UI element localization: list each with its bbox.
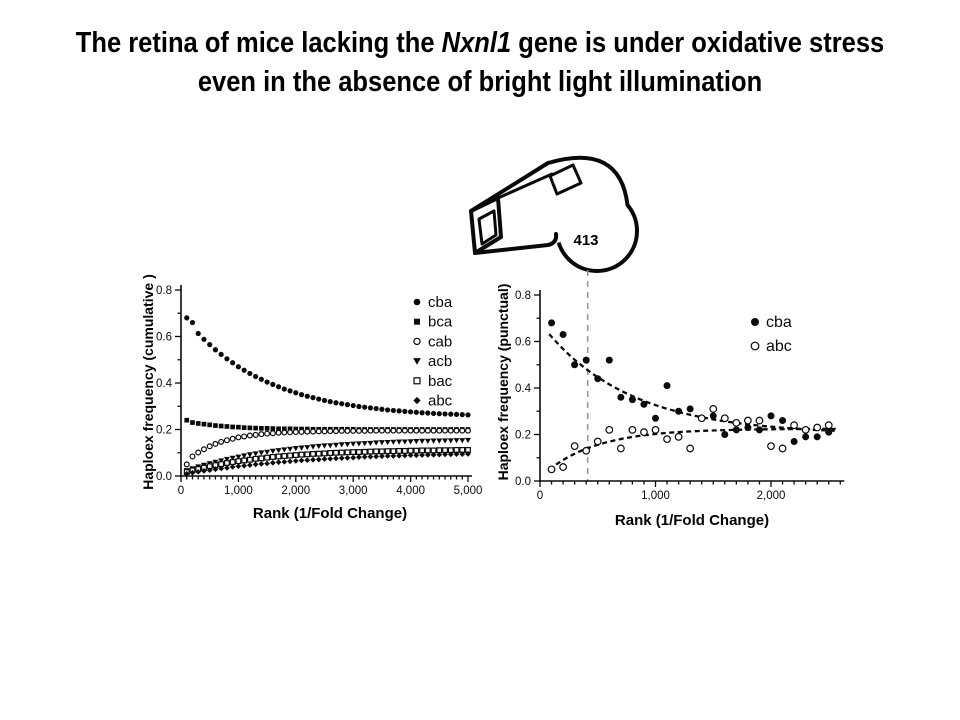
series-acb-points (183, 437, 471, 474)
ticks (534, 294, 841, 487)
right-chart-xlabel: Rank (1/Fold Change) (614, 512, 770, 529)
svg-text:abc: abc (428, 393, 453, 410)
whistle-icon: 413 (469, 155, 639, 273)
tick-labels: 0 1,000 2,000 0.0 0.2 0.4 0.6 0.8 (515, 290, 785, 502)
fit-curve-cba (548, 333, 836, 432)
svg-text:bca: bca (428, 314, 453, 331)
svg-text:1,000: 1,000 (224, 485, 253, 497)
svg-text:0: 0 (537, 490, 543, 502)
svg-text:bac: bac (428, 373, 453, 390)
svg-text:0.6: 0.6 (515, 337, 531, 349)
svg-text:0.4: 0.4 (515, 383, 532, 395)
svg-text:0.0: 0.0 (156, 471, 172, 483)
svg-text:4,000: 4,000 (396, 485, 425, 497)
svg-text:0.8: 0.8 (515, 290, 531, 302)
title-gene-name: Nxnl1 (441, 27, 512, 59)
svg-text:abc: abc (766, 338, 792, 355)
whistle-top-edge (546, 155, 630, 207)
svg-text:0.2: 0.2 (515, 430, 531, 442)
punctual-frequency-chart: 0 1,000 2,000 0.0 0.2 0.4 0.6 0.8 cba abc (515, 270, 845, 502)
series-cab-points (183, 427, 472, 468)
svg-text:0.2: 0.2 (156, 425, 172, 437)
legend-item-bac: bac (413, 373, 453, 390)
svg-text:0.8: 0.8 (156, 285, 172, 297)
series-abc-points (547, 405, 833, 474)
axes (539, 290, 845, 482)
svg-text:cba: cba (766, 314, 792, 331)
legend-item-acb: acb (413, 353, 452, 370)
legend-item-cba: cba (413, 294, 453, 311)
svg-text:0.4: 0.4 (156, 378, 173, 390)
svg-text:2,000: 2,000 (757, 490, 786, 502)
svg-text:0: 0 (178, 485, 184, 497)
tick-labels: 0 1,000 2,000 3,000 4,000 5,000 0.0 0.2 0.4 0.6 0.… (156, 285, 482, 497)
legend-item-cab: cab (413, 333, 452, 350)
legend: cba bca cab acb bac abc (413, 294, 453, 410)
whistle-mouthpiece (469, 196, 503, 255)
legend-item-abc: abc (413, 393, 453, 410)
whistle-body-fill (470, 157, 628, 248)
whistle-bottom-edge (473, 232, 559, 255)
whistle-slot (548, 163, 583, 196)
whistle-label: 413 (573, 232, 598, 249)
left-chart-ylabel: Haploex frequency (cumulative ) (140, 274, 156, 490)
svg-text:acb: acb (428, 353, 452, 370)
title-line-1: The retina of mice lacking the Nxnl1 gen… (58, 24, 903, 63)
svg-text:5,000: 5,000 (454, 485, 483, 497)
series-bac-points (183, 447, 471, 475)
svg-text:0.6: 0.6 (156, 332, 172, 344)
svg-text:1,000: 1,000 (641, 490, 670, 502)
ticks (175, 289, 469, 482)
slide-title: The retina of mice lacking the Nxnl1 gen… (58, 24, 903, 102)
title-text-post: gene is under oxidative stress (511, 27, 885, 59)
series-cba-points (184, 315, 471, 418)
legend-item-abc: abc (750, 338, 792, 355)
legend-item-cba: cba (751, 314, 792, 331)
axes (180, 285, 472, 477)
cumulative-frequency-chart: 0 1,000 2,000 3,000 4,000 5,000 0.0 0.2 0.4 0.6 0.… (156, 285, 482, 497)
legend-item-bca: bca (414, 314, 453, 331)
svg-text:3,000: 3,000 (339, 485, 368, 497)
svg-text:0.0: 0.0 (515, 476, 531, 488)
svg-text:2,000: 2,000 (281, 485, 310, 497)
whistle-front-edge (496, 172, 554, 200)
title-text-pre: The retina of mice lacking the (75, 27, 442, 59)
svg-text:cba: cba (428, 294, 453, 311)
legend: cba abc (750, 314, 792, 355)
whistle-mouthpiece-inner (477, 209, 498, 246)
left-chart-xlabel: Rank (1/Fold Change) (252, 505, 408, 522)
right-chart-ylabel: Haploex frequency (punctual) (495, 283, 511, 481)
svg-text:cab: cab (428, 333, 452, 350)
title-line-2: even in the absence of bright light illu… (197, 66, 763, 98)
